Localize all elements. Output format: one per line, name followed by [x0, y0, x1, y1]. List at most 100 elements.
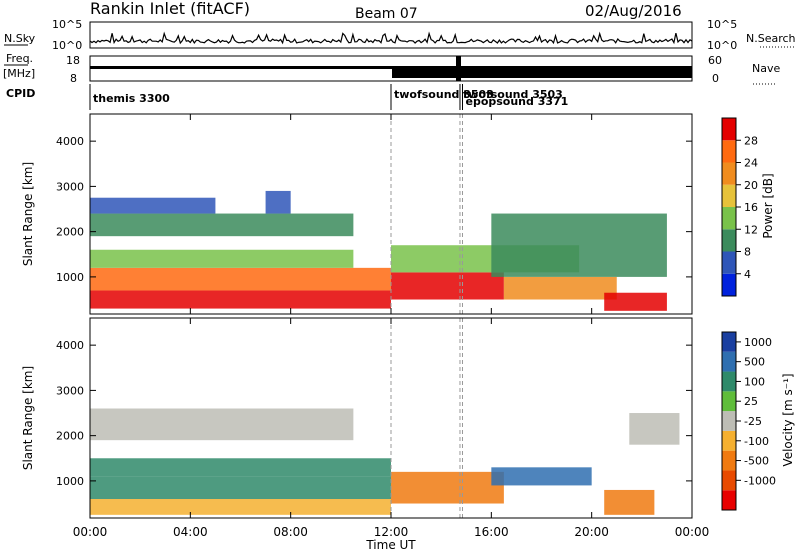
xtick-label: 00:00	[73, 525, 108, 539]
ytick-label: 1000	[56, 271, 84, 284]
colorbar-tick-label: -500	[744, 455, 769, 468]
freq-left-tick-bottom: 8	[70, 72, 77, 85]
beam-title: Beam 07	[355, 6, 418, 22]
freq-trace-left	[90, 66, 392, 69]
heatmap-band	[604, 292, 667, 311]
colorbar-tick-label: 500	[744, 356, 765, 369]
velocity-colorbar-label: Velocity [m s⁻¹]	[781, 373, 795, 466]
noise-left-label: N.Sky	[4, 32, 36, 45]
heatmap-band	[491, 467, 592, 486]
cpid-segment-label: twofsound 3503	[463, 88, 563, 101]
xtick-label: 00:00	[675, 525, 710, 539]
power-colorbar-label: Power [dB]	[761, 173, 775, 238]
freq-left-label: Freq.	[6, 52, 33, 65]
colorbar-swatch	[722, 273, 736, 296]
noise-right-label: N.Search	[746, 32, 796, 45]
ytick-label: 2000	[56, 430, 84, 443]
ytick-label: 3000	[56, 180, 84, 193]
colorbar-swatch	[722, 391, 736, 412]
time-axis: 00:00 04:00 08:00 12:00 16:00 20:00 00:00	[73, 114, 710, 539]
freq-panel: Freq. [MHz] 18 8 60 0 Nave	[3, 52, 780, 85]
heatmap-band	[90, 249, 354, 268]
colorbar-tick-label: -100	[744, 435, 769, 448]
noise-right-tick-top: 10^5	[707, 18, 737, 31]
colorbar-swatch	[722, 207, 736, 230]
cpid-segment-label: twofsound 3503	[394, 88, 494, 101]
colorbar-swatch	[722, 450, 736, 471]
heatmap-band	[90, 197, 216, 214]
cpid-label: CPID	[6, 87, 35, 100]
colorbar-tick-label: 100	[744, 375, 765, 388]
freq-left-tick-top: 18	[66, 54, 80, 67]
ytick-label: 4000	[56, 339, 84, 352]
colorbar-swatch	[722, 490, 736, 510]
xtick-label: 16:00	[474, 525, 509, 539]
colorbar-tick-label: 25	[744, 395, 758, 408]
ytick-label: 4000	[56, 135, 84, 148]
noise-sky-trace	[89, 31, 693, 45]
colorbar-swatch	[722, 162, 736, 185]
colorbar-swatch	[722, 351, 736, 372]
noise-left-tick-top: 10^5	[52, 18, 82, 31]
heatmap-band	[503, 276, 617, 300]
freq-spike	[456, 56, 461, 81]
station-title: Rankin Inlet (fitACF)	[90, 0, 250, 18]
cpid-segment-label: themis 3300	[93, 92, 170, 105]
colorbar-swatch	[722, 411, 736, 431]
noise-panel: N.Sky 10^5 10^0 10^5 10^0 N.Search	[4, 18, 796, 52]
nave-block	[392, 66, 692, 78]
power-ylabel: Slant Range [km]	[21, 162, 35, 266]
heatmap-band	[90, 476, 391, 499]
colorbar-swatch	[722, 140, 736, 163]
colorbar-tick-label: 24	[744, 157, 758, 170]
colorbar-swatch	[722, 470, 736, 491]
xaxis-label: Time UT	[365, 538, 416, 552]
ytick-label: 2000	[56, 226, 84, 239]
power-panel: 1000 2000 3000 4000 Slant Range [km] 4 8 12 16…	[21, 113, 775, 315]
colorbar-tick-label: 20	[744, 179, 758, 192]
colorbar-swatch	[722, 371, 736, 392]
cpid-segment-label: epopsound 3371	[465, 95, 568, 108]
xtick-label: 12:00	[374, 525, 409, 539]
cpid-row: CPID themis 3300 twofsound 3503twofsound …	[6, 84, 568, 110]
xtick-label: 04:00	[173, 525, 208, 539]
heatmap-band	[90, 498, 391, 515]
ytick-label: 1000	[56, 475, 84, 488]
date-title: 02/Aug/2016	[585, 2, 682, 20]
colorbar-tick-label: 4	[744, 268, 751, 281]
colorbar-tick-label: -1000	[744, 474, 776, 487]
heatmap-band	[90, 213, 354, 237]
velocity-panel: 1000 2000 3000 4000 Slant Range [km] 1000 50…	[21, 317, 795, 519]
freq-right-tick-top: 60	[708, 54, 722, 67]
colorbar-tick-label: 28	[744, 134, 758, 147]
colorbar-swatch	[722, 118, 736, 141]
colorbar-tick-label: 16	[744, 201, 758, 214]
heatmap-band	[604, 489, 655, 515]
heatmap-band	[629, 413, 680, 445]
noise-left-tick-bottom: 10^0	[52, 39, 82, 52]
heatmap-band	[391, 272, 504, 300]
xtick-label: 20:00	[574, 525, 609, 539]
freq-left-unit: [MHz]	[3, 67, 35, 80]
colorbar-tick-label: 8	[744, 246, 751, 259]
heatmap-band	[391, 471, 504, 504]
colorbar-swatch	[722, 251, 736, 274]
colorbar-swatch	[722, 184, 736, 207]
nave-label: Nave	[752, 62, 780, 75]
colorbar-swatch	[722, 430, 736, 451]
colorbar-swatch	[722, 229, 736, 252]
colorbar-tick-label: 1000	[744, 336, 772, 349]
xtick-label: 08:00	[273, 525, 308, 539]
heatmap-band	[90, 267, 391, 291]
ytick-label: 3000	[56, 384, 84, 397]
freq-right-tick-bottom: 0	[712, 72, 719, 85]
heatmap-band	[90, 408, 354, 441]
heatmap-band	[491, 213, 667, 277]
noise-right-tick-bottom: 10^0	[707, 39, 737, 52]
heatmap-band	[90, 458, 391, 477]
colorbar-tick-label: -25	[744, 415, 762, 428]
heatmap-band	[265, 190, 291, 214]
colorbar-tick-label: 12	[744, 223, 758, 236]
velocity-ylabel: Slant Range [km]	[21, 366, 35, 470]
